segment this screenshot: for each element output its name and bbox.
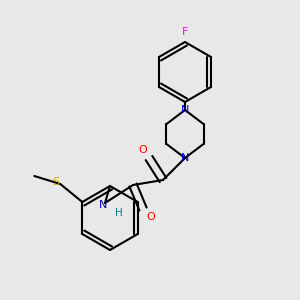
- Text: N: N: [181, 105, 189, 115]
- Text: S: S: [53, 177, 60, 187]
- Text: O: O: [147, 212, 155, 222]
- Text: N: N: [99, 200, 107, 210]
- Text: H: H: [115, 208, 123, 218]
- Text: N: N: [181, 153, 189, 163]
- Text: F: F: [182, 27, 188, 37]
- Text: O: O: [139, 145, 147, 155]
